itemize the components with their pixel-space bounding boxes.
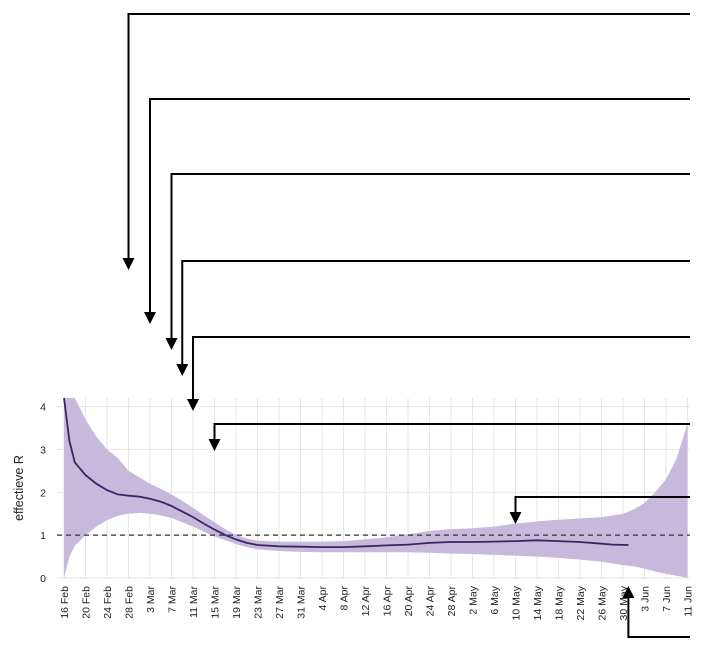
x-tick-label: 12 Apr — [360, 585, 372, 616]
x-tick-label: 2 May — [468, 585, 480, 614]
x-tick-label: 20 Apr — [403, 585, 415, 616]
arrow-head-down — [208, 439, 221, 451]
annotation-arrow — [165, 173, 690, 350]
x-tick-label: 31 Mar — [296, 586, 308, 619]
x-tick-label: 16 Feb — [59, 586, 71, 619]
x-tick-label: 24 Apr — [425, 585, 437, 616]
annotation-arrow — [208, 423, 690, 451]
estimate-line-layer — [63, 397, 629, 548]
y-tick-label: 1 — [40, 530, 46, 542]
annotation-connector — [627, 596, 690, 638]
arrow-head-down — [144, 312, 156, 324]
x-tick-label: 15 Mar — [210, 586, 222, 619]
x-tick-label: 23 Mar — [253, 586, 265, 619]
annotation-arrow — [144, 98, 690, 324]
x-tick-label: 19 Mar — [231, 586, 243, 619]
y-axis-title: effectieve R — [12, 455, 26, 521]
annotation-arrows — [122, 13, 690, 638]
x-tick-label: 18 May — [554, 585, 566, 620]
x-tick-label: 8 Apr — [339, 586, 351, 611]
x-tick-label: 14 May — [532, 585, 544, 620]
x-axis: 16 Feb 20 Feb 24 Feb 28 Feb 3 Mar 7 Mar 11 Mar… — [59, 585, 695, 620]
x-tick-label: 16 Apr — [382, 585, 394, 616]
arrow-head-up — [622, 586, 635, 598]
x-tick-label: 4 Apr — [317, 586, 329, 611]
annotation-arrow — [122, 13, 690, 270]
x-tick-label: 10 May — [511, 585, 523, 620]
x-tick-label: 27 Mar — [274, 586, 286, 619]
annotation-connector — [181, 260, 690, 366]
annotation-connector — [170, 173, 690, 340]
x-tick-label: 11 Mar — [188, 586, 200, 618]
annotation-arrow — [187, 336, 690, 411]
x-tick-label: 11 Jun — [683, 586, 695, 617]
y-tick-label: 0 — [40, 573, 46, 585]
arrow-head-down — [176, 364, 189, 376]
annotation-arrow — [509, 496, 690, 524]
y-axis: 0 1 2 3 4 — [40, 402, 46, 585]
x-tick-label: 28 Feb — [124, 586, 136, 619]
y-tick-label: 2 — [40, 487, 46, 499]
x-tick-label: 6 May — [489, 585, 501, 614]
annotation-arrow — [622, 586, 690, 638]
annotation-connector — [213, 423, 690, 441]
x-tick-label: 24 Feb — [102, 586, 114, 619]
x-tick-label: 7 Jun — [661, 586, 673, 612]
x-tick-label: 26 May — [597, 585, 609, 620]
y-tick-label: 3 — [40, 444, 46, 456]
x-tick-label: 7 Mar — [167, 586, 179, 613]
y-tick-label: 4 — [40, 402, 46, 414]
annotation-connector — [127, 13, 690, 260]
arrow-head-down — [122, 258, 135, 270]
estimate-line — [63, 397, 629, 548]
x-tick-label: 28 Apr — [446, 585, 458, 616]
x-tick-label: 3 Mar — [145, 586, 157, 613]
x-tick-label: 22 May — [575, 585, 587, 620]
arrow-head-down — [187, 399, 199, 411]
arrow-head-down — [509, 512, 522, 524]
arrow-head-down — [165, 338, 178, 350]
x-tick-label: 3 Jun — [640, 586, 652, 612]
annotation-connector — [192, 336, 690, 401]
annotation-arrow — [176, 260, 690, 376]
x-tick-label: 20 Feb — [81, 586, 93, 619]
annotation-connector — [514, 496, 690, 514]
annotation-connector — [149, 98, 690, 314]
